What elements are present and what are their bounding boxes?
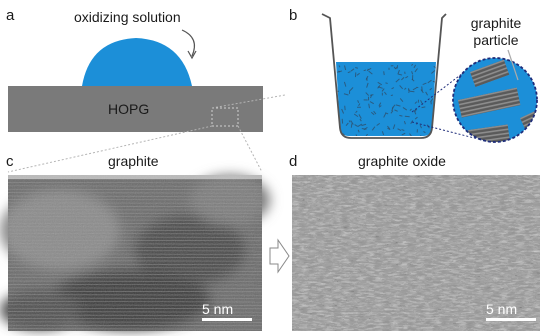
panel-d-scale-bar [486, 318, 536, 321]
panel-c-letter: c [6, 153, 14, 170]
hopg-label: HOPG [108, 101, 149, 117]
panel-d-scale-bar-label: 5 nm [486, 301, 517, 317]
panel-d-letter: d [289, 153, 297, 170]
panel-c-title: graphite [108, 153, 159, 169]
beaker [321, 13, 447, 139]
panel-a: a oxidizing solution HOPG [6, 7, 286, 132]
panel-d-title: graphite oxide [358, 153, 446, 169]
hopg-substrate [8, 86, 263, 132]
arrow-right-outline-icon [269, 238, 290, 274]
tem-image-graphite [0, 175, 270, 331]
oxidizing-solution-label: oxidizing solution [74, 9, 181, 25]
graphite-particle-label-line2: particle [473, 32, 518, 48]
graphite-particle-label-line1: graphite [471, 15, 522, 31]
panel-c: c graphite 5 nm [0, 125, 270, 331]
panel-d: d graphite oxide 5 nm [289, 153, 540, 331]
solution-droplet [82, 38, 192, 86]
panel-a-letter: a [6, 7, 15, 24]
tem-image-graphite-oxide [292, 175, 540, 331]
panel-c-scale-bar [202, 318, 252, 321]
panel-b-letter: b [289, 7, 297, 24]
panel-c-scale-bar-label: 5 nm [202, 301, 233, 317]
curved-pointer-arrow-icon [181, 29, 195, 57]
panel-b: b graphite particle [289, 7, 538, 143]
zoom-region-box [211, 107, 239, 127]
